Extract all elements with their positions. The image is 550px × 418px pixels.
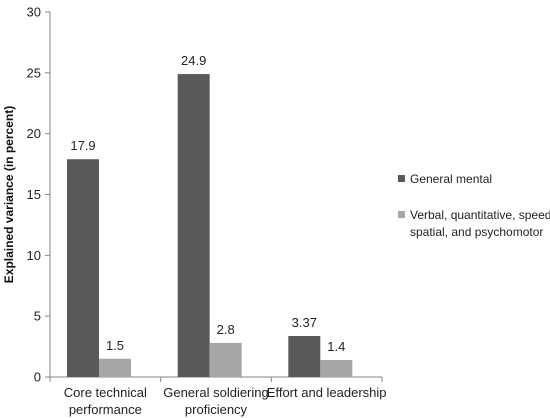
y-tick-label: 25 xyxy=(27,65,41,80)
x-category-label-line: proficiency xyxy=(185,402,248,417)
legend-label-line: spatial, and psychomotor xyxy=(410,225,543,239)
bar xyxy=(209,342,242,377)
bar-data-label: 3.37 xyxy=(292,315,317,330)
bar-data-label: 24.9 xyxy=(181,53,206,68)
x-category-label: Effort and leadership xyxy=(267,385,387,400)
x-category-label-line: Core technical xyxy=(64,385,147,400)
y-tick-label: 5 xyxy=(34,309,41,324)
legend: General mental Verbal, quantitative, spee… xyxy=(398,172,550,239)
legend-swatch xyxy=(398,211,405,218)
bar xyxy=(320,359,353,377)
y-tick-label: 20 xyxy=(27,126,41,141)
bar xyxy=(67,159,99,377)
legend-label-line: Verbal, quantitative, speed, xyxy=(410,208,550,222)
bar-data-label: 17.9 xyxy=(70,138,95,153)
legend-label-line: General mental xyxy=(410,172,492,186)
y-tick-label: 0 xyxy=(34,370,41,385)
bar xyxy=(288,335,321,377)
legend-swatch xyxy=(398,175,405,182)
bar xyxy=(99,358,131,377)
legend-label: Verbal, quantitative, speed, spatial, and… xyxy=(410,208,550,239)
bar-data-label: 1.4 xyxy=(327,339,345,354)
y-tick-label: 15 xyxy=(27,187,41,202)
x-category-label: General soldiering proficiency xyxy=(163,385,269,417)
y-tick-label: 10 xyxy=(27,248,41,263)
y-axis-title: Explained variance (in percent) xyxy=(2,106,16,283)
x-category-label-line: Effort and leadership xyxy=(267,385,387,400)
plot-area: 0 5 10 15 20 25 30 Explained variance (in perce… xyxy=(2,5,387,418)
bar-data-label: 2.8 xyxy=(217,322,235,337)
bar-data-label: 1.5 xyxy=(106,338,124,353)
x-category-label: Core technical performance xyxy=(64,385,147,417)
bar xyxy=(177,74,210,378)
x-category-label-line: General soldiering xyxy=(163,385,269,400)
y-tick-label: 30 xyxy=(27,5,41,20)
legend-label: General mental xyxy=(410,172,492,186)
x-category-label-line: performance xyxy=(69,402,142,417)
